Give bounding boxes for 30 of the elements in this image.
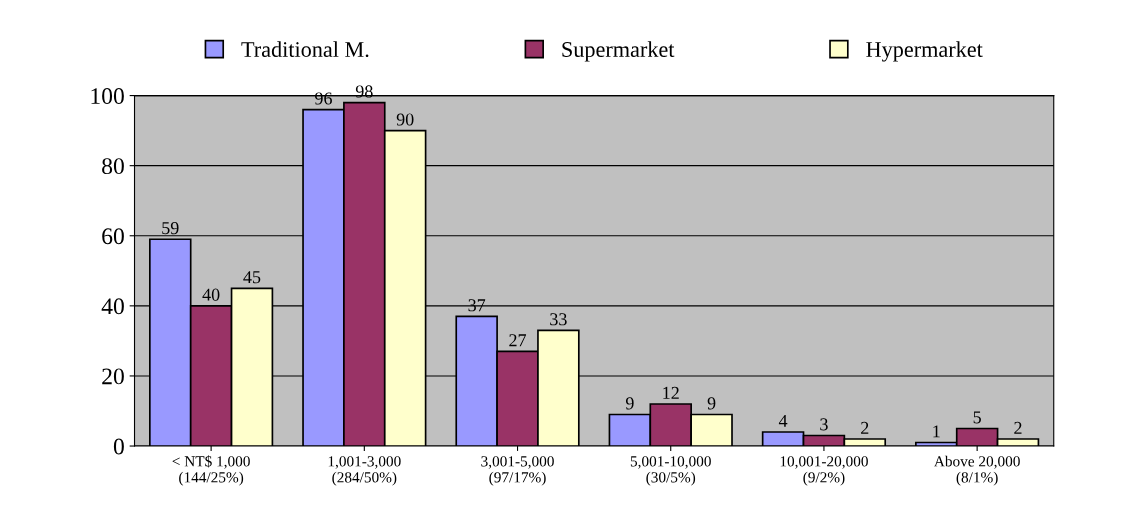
data-label: 5 [973, 411, 981, 424]
data-label: 1 [933, 425, 940, 438]
data-label: 27 [509, 334, 527, 347]
data-label: 90 [396, 113, 414, 126]
data-label: 45 [243, 271, 261, 284]
y-tick-label: 100 [91, 88, 124, 104]
y-tick-label: 0 [113, 438, 124, 455]
y-tick-label: 20 [102, 368, 124, 385]
data-label: 2 [1014, 421, 1022, 434]
legend-label: Traditional M. [241, 41, 369, 58]
data-label: 4 [778, 414, 788, 427]
x-tick-label: 10,001-20,000 (9/2%) [780, 456, 868, 486]
data-label: 2 [861, 421, 869, 434]
y-tick-label: 40 [101, 298, 124, 315]
x-tick-label: 1,001-3,000 (284/50%) [328, 456, 401, 486]
data-label: 59 [162, 222, 179, 235]
legend-label: Supermarket [562, 41, 675, 62]
x-tick-label: < NT$ 1,000 (144/25%) [172, 455, 250, 486]
y-tick-label: 60 [102, 228, 124, 245]
x-tick-label: 3,001-5,000 (97/17%) [481, 456, 554, 486]
data-label: 12 [663, 386, 679, 399]
legend-label: Hypermarket [866, 41, 983, 62]
data-label: 9 [625, 397, 634, 410]
data-label: 33 [550, 313, 567, 326]
data-label: 40 [202, 288, 220, 301]
data-label: 3 [820, 418, 828, 431]
x-tick-label: Above 20,000 (8/1%) [934, 455, 1020, 486]
y-tick-label: 80 [102, 158, 124, 175]
data-label: 9 [707, 397, 716, 410]
x-tick-label: 5,001-10,000 (30/5%) [630, 456, 711, 486]
